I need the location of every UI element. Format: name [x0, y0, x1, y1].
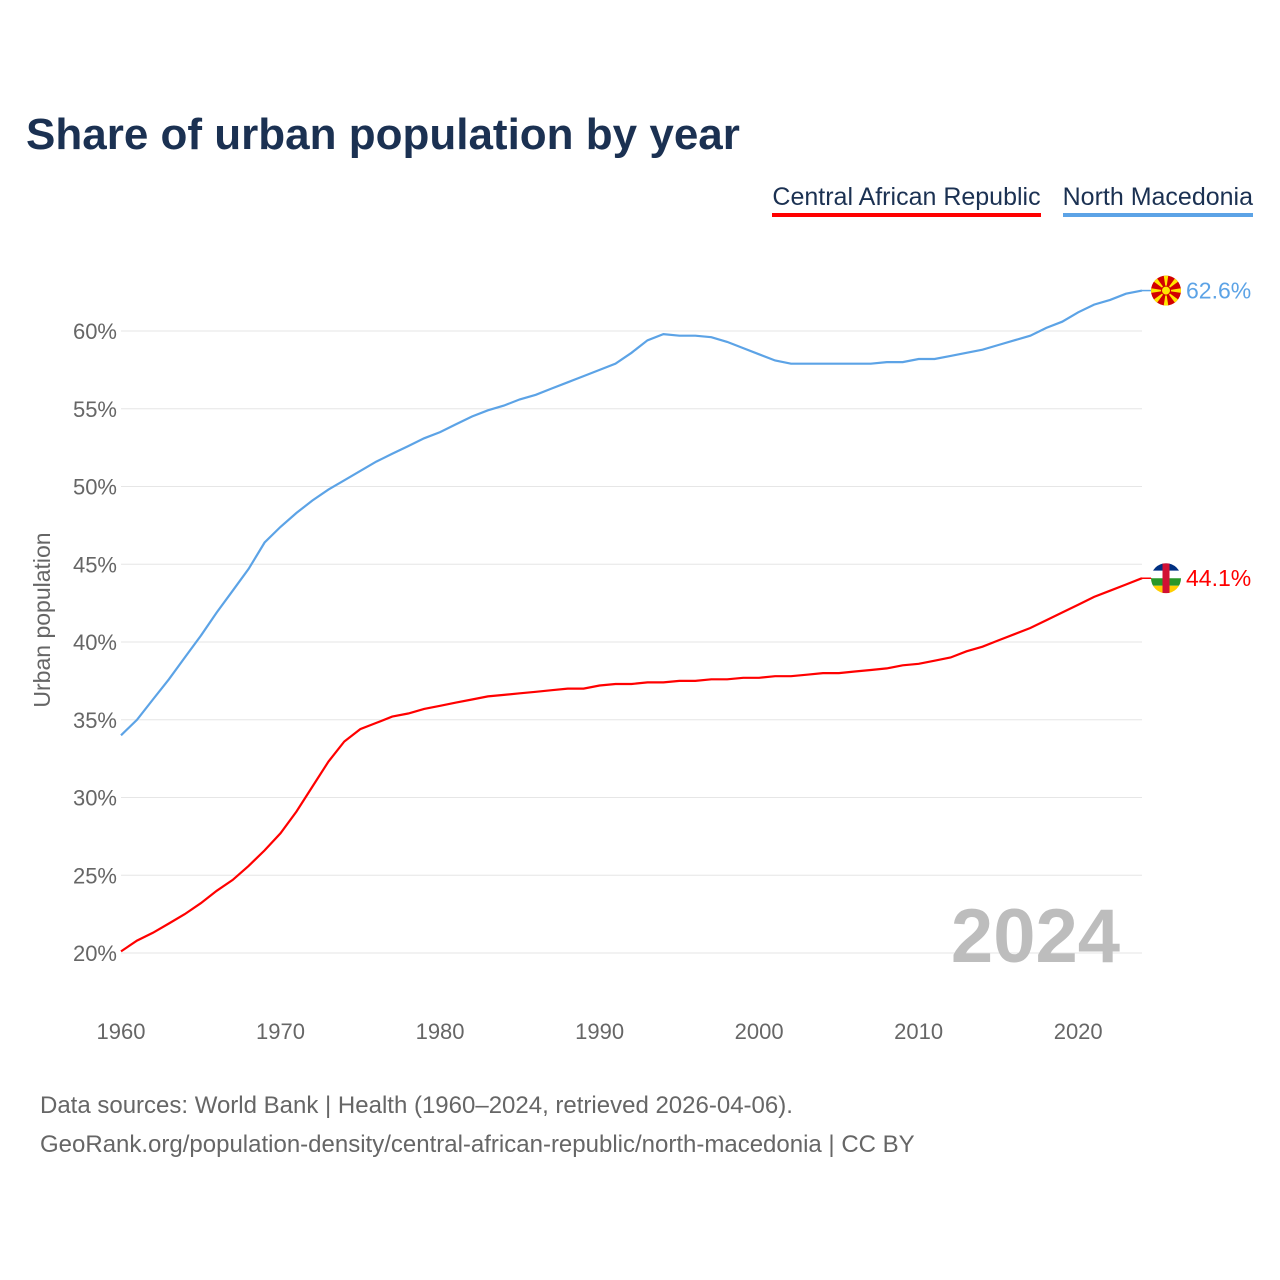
y-tick-label: 45% [73, 552, 117, 577]
x-tick-label: 2010 [894, 1019, 943, 1044]
x-tick-label: 1990 [575, 1019, 624, 1044]
y-axis-label: Urban population [29, 532, 55, 707]
y-tick-label: 40% [73, 630, 117, 655]
y-tick-label: 20% [73, 941, 117, 966]
chart-title: Share of urban population by year [26, 110, 740, 159]
end-value-label: 62.6% [1186, 278, 1251, 304]
y-tick-label: 35% [73, 708, 117, 733]
x-tick-label: 2000 [735, 1019, 784, 1044]
source-link[interactable]: GeoRank.org/population-density/central-a… [40, 1131, 915, 1158]
x-tick-label: 2020 [1054, 1019, 1103, 1044]
x-tick-label: 1960 [97, 1019, 146, 1044]
y-tick-label: 50% [73, 475, 117, 500]
flag-central-african-republic-icon [1151, 563, 1181, 594]
footer: Data sources: World Bank | Health (1960–… [40, 1086, 915, 1164]
year-watermark: 2024 [951, 894, 1120, 979]
series-line-north-macedonia[interactable] [120, 289, 1143, 737]
x-tick-label: 1980 [416, 1019, 465, 1044]
flag-north-macedonia-icon [1151, 275, 1181, 306]
y-tick-label: 30% [73, 786, 117, 811]
legend-item-north-macedonia[interactable]: North Macedonia [1062, 183, 1253, 217]
end-value-label: 44.1% [1186, 565, 1251, 591]
data-source-note: Data sources: World Bank | Health (1960–… [40, 1092, 793, 1119]
series-line-central-african-republic[interactable] [120, 577, 1143, 953]
legend-item-central-african-republic[interactable]: Central African Republic [772, 183, 1041, 217]
legend: Central African Republic North Macedonia [772, 183, 1253, 217]
y-tick-label: 25% [73, 863, 117, 888]
x-tick-label: 1970 [256, 1019, 305, 1044]
y-tick-label: 55% [73, 397, 117, 422]
y-tick-label: 60% [73, 319, 117, 344]
